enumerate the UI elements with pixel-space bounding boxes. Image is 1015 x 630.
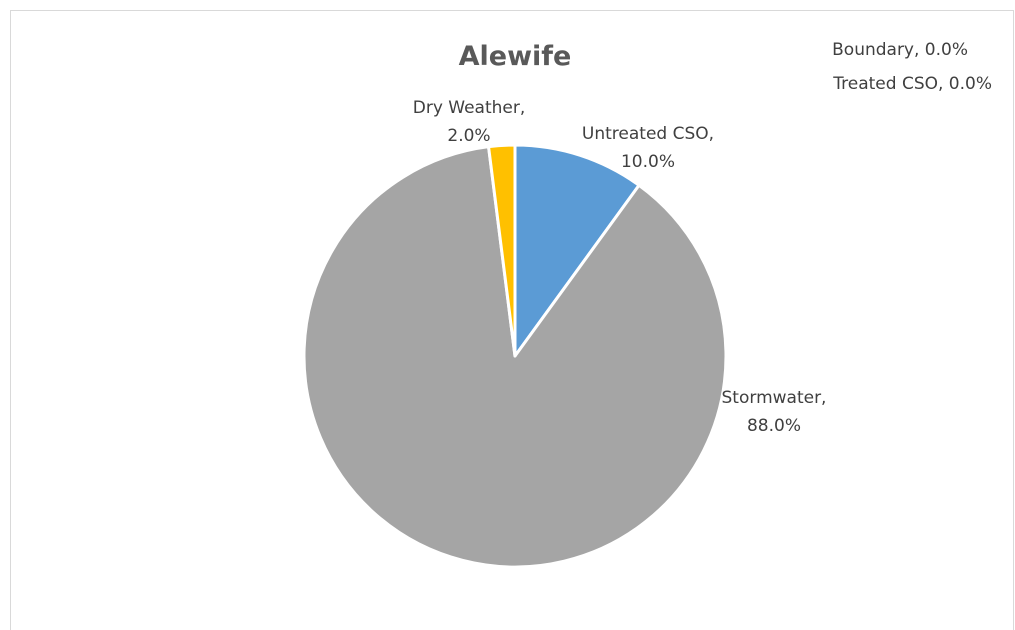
data-label-treated-cso: Treated CSO, 0.0% — [832, 74, 992, 94]
chart-title: Alewife — [459, 41, 572, 72]
pie-slices — [304, 145, 726, 567]
pie-chart: Alewife Untreated CSO, 10.0%Stormwater, 88… — [11, 11, 1015, 627]
chart-frame: Alewife Untreated CSO, 10.0% Stormwater, 88… — [10, 10, 1014, 630]
data-label-boundary: Boundary, 0.0% — [832, 40, 968, 60]
data-label-dry-weather: Dry Weather, 2.0% — [413, 98, 526, 146]
data-label-stormwater: Stormwater, 88.0% — [722, 388, 827, 436]
